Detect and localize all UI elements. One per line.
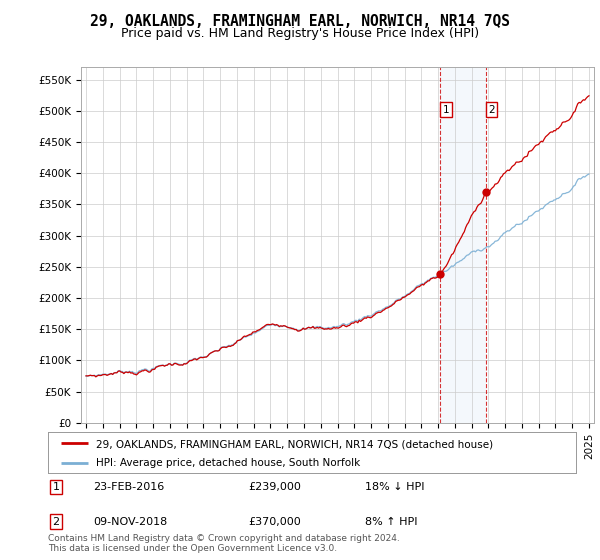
Text: Contains HM Land Registry data © Crown copyright and database right 2024.
This d: Contains HM Land Registry data © Crown c… [48, 534, 400, 553]
Text: 29, OAKLANDS, FRAMINGHAM EARL, NORWICH, NR14 7QS (detached house): 29, OAKLANDS, FRAMINGHAM EARL, NORWICH, … [95, 439, 493, 449]
Text: £370,000: £370,000 [248, 517, 301, 527]
Text: 29, OAKLANDS, FRAMINGHAM EARL, NORWICH, NR14 7QS: 29, OAKLANDS, FRAMINGHAM EARL, NORWICH, … [90, 14, 510, 29]
Text: 2: 2 [52, 517, 59, 527]
Text: HPI: Average price, detached house, South Norfolk: HPI: Average price, detached house, Sout… [95, 459, 360, 468]
Text: 18% ↓ HPI: 18% ↓ HPI [365, 482, 424, 492]
Text: 23-FEB-2016: 23-FEB-2016 [93, 482, 164, 492]
Text: 2: 2 [488, 105, 495, 115]
Text: 1: 1 [52, 482, 59, 492]
Text: Price paid vs. HM Land Registry's House Price Index (HPI): Price paid vs. HM Land Registry's House … [121, 27, 479, 40]
Text: 8% ↑ HPI: 8% ↑ HPI [365, 517, 418, 527]
Text: £239,000: £239,000 [248, 482, 302, 492]
Bar [440, 67, 486, 423]
Text: 09-NOV-2018: 09-NOV-2018 [93, 517, 167, 527]
Text: 1: 1 [443, 105, 449, 115]
